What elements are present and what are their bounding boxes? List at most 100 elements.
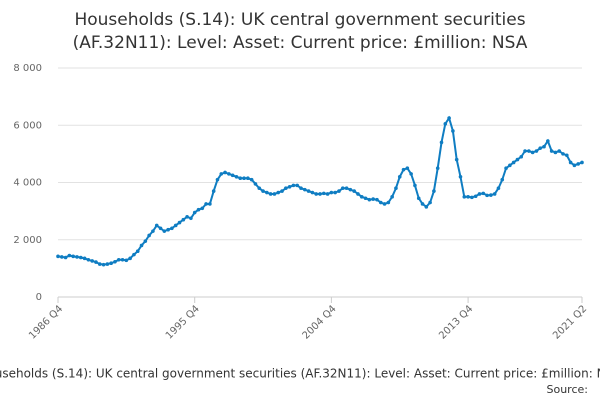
point xyxy=(481,191,486,196)
x-tick-label: 1995 Q4 xyxy=(164,303,202,341)
point xyxy=(249,177,254,182)
point xyxy=(82,256,87,261)
point xyxy=(177,220,182,225)
x-tick-label: 2013 Q4 xyxy=(437,303,475,341)
point xyxy=(314,192,319,196)
point xyxy=(204,202,208,206)
point xyxy=(382,202,387,206)
point xyxy=(86,257,91,262)
point xyxy=(401,167,406,172)
point xyxy=(268,192,273,196)
point xyxy=(413,183,417,188)
point xyxy=(542,144,546,149)
point xyxy=(333,190,337,195)
point xyxy=(215,177,220,182)
point xyxy=(492,192,497,196)
point xyxy=(367,197,372,202)
point xyxy=(276,190,281,195)
point xyxy=(139,243,144,248)
point xyxy=(454,157,459,162)
point xyxy=(477,192,482,196)
point xyxy=(109,261,113,266)
point xyxy=(337,189,341,193)
point xyxy=(485,193,489,198)
point xyxy=(371,197,375,201)
point xyxy=(162,229,167,233)
point xyxy=(257,186,262,191)
point xyxy=(565,153,569,158)
point xyxy=(135,249,140,253)
chart-title-line: Households (S.14): UK central government… xyxy=(74,10,525,30)
point xyxy=(113,259,117,264)
point xyxy=(272,192,277,196)
y-tick-label: 8 000 xyxy=(13,63,42,74)
point xyxy=(557,149,562,153)
point xyxy=(101,262,106,267)
point xyxy=(447,116,451,120)
point xyxy=(242,176,246,181)
point xyxy=(261,189,265,193)
point xyxy=(67,253,72,258)
point xyxy=(504,166,508,170)
point xyxy=(378,200,383,205)
point xyxy=(124,258,129,263)
footer-title: Households (S.14): UK central government… xyxy=(0,367,600,381)
point xyxy=(375,197,379,202)
point xyxy=(154,223,159,228)
point xyxy=(390,195,394,199)
point xyxy=(75,255,79,259)
point xyxy=(527,149,531,153)
point xyxy=(166,227,170,232)
point xyxy=(344,186,349,191)
point xyxy=(185,215,189,219)
point xyxy=(508,163,512,168)
point xyxy=(424,205,429,209)
series-line xyxy=(57,115,583,266)
point xyxy=(470,195,474,200)
point xyxy=(473,194,478,199)
point xyxy=(234,174,239,179)
point xyxy=(576,162,581,166)
point xyxy=(196,207,201,212)
point xyxy=(405,166,410,170)
point xyxy=(147,233,151,238)
point xyxy=(538,146,543,150)
point xyxy=(170,226,174,231)
point xyxy=(284,186,288,191)
point xyxy=(580,160,584,165)
point xyxy=(340,186,345,191)
point xyxy=(63,255,68,260)
point xyxy=(397,174,402,179)
point xyxy=(523,149,527,153)
point xyxy=(348,187,353,192)
point xyxy=(394,186,398,191)
point xyxy=(189,216,193,221)
x-tick-label: 2021 Q2 xyxy=(551,303,589,341)
point xyxy=(420,202,425,206)
point xyxy=(158,226,163,231)
point xyxy=(416,196,421,201)
point xyxy=(318,192,322,196)
point xyxy=(325,192,330,196)
point xyxy=(511,160,516,165)
point xyxy=(211,189,216,193)
point xyxy=(439,140,444,145)
point xyxy=(534,149,539,153)
point xyxy=(515,157,520,162)
point xyxy=(151,229,155,233)
point xyxy=(173,223,178,228)
point xyxy=(192,210,197,215)
point xyxy=(500,177,505,182)
point xyxy=(489,193,493,197)
point xyxy=(208,202,212,206)
y-tick-label: 4 000 xyxy=(13,178,42,189)
point xyxy=(303,187,307,192)
point xyxy=(356,192,360,196)
point xyxy=(238,176,243,181)
point xyxy=(363,196,368,201)
point xyxy=(128,256,132,261)
point xyxy=(568,160,573,165)
point xyxy=(230,173,235,178)
point xyxy=(310,190,315,195)
point xyxy=(496,186,501,191)
